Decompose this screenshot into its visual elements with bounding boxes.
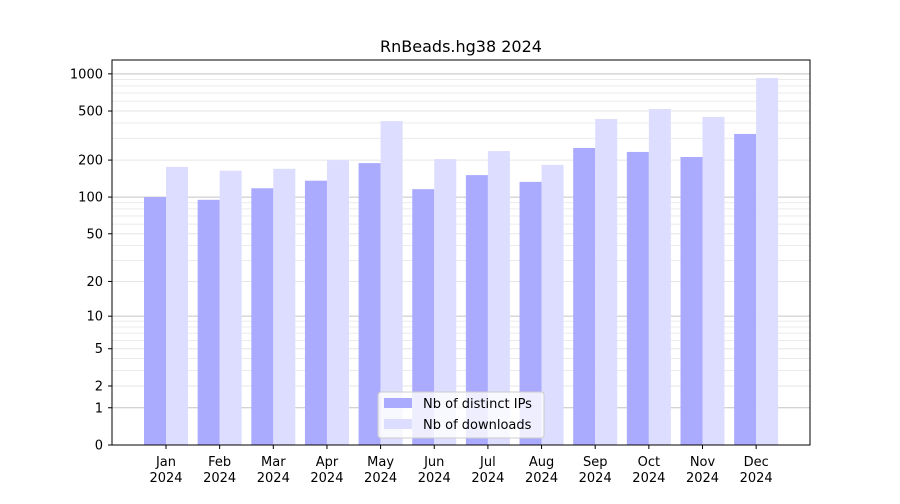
bar-downloads bbox=[648, 109, 671, 445]
y-tick-label: 1000 bbox=[70, 67, 103, 82]
x-axis: Jan 2024 Feb 2024 Mar 2024 Apr 2024 May 2024 Jun 20… bbox=[149, 445, 773, 486]
bar-downloads bbox=[166, 166, 188, 445]
x-tick-label: Apr 2024 bbox=[310, 455, 343, 486]
legend-label-ips: Nb of distinct IPs bbox=[423, 397, 532, 412]
x-tick-label: Nov 2024 bbox=[686, 455, 719, 486]
x-tick-label: Mar 2024 bbox=[257, 455, 290, 486]
plot-frame bbox=[111, 59, 811, 446]
bar-downloads bbox=[702, 116, 725, 446]
chart-title: RnBeads.hg38 2024 bbox=[380, 37, 542, 56]
y-tick-label: 10 bbox=[86, 310, 103, 325]
bars bbox=[144, 78, 779, 446]
x-tick-label: Aug 2024 bbox=[525, 455, 558, 486]
y-tick-label: 2 bbox=[95, 379, 103, 394]
legend-swatch-ips bbox=[384, 398, 412, 408]
y-tick-label: 20 bbox=[86, 275, 103, 290]
x-tick-label: Jun 2024 bbox=[418, 455, 451, 486]
bar-distinct-ips bbox=[626, 151, 649, 446]
bar-distinct-ips bbox=[358, 163, 381, 446]
bar-downloads bbox=[434, 159, 457, 445]
bar-distinct-ips bbox=[573, 147, 596, 445]
bar-distinct-ips bbox=[251, 188, 274, 446]
y-tick-label: 50 bbox=[86, 227, 103, 242]
x-tick-label: Oct 2024 bbox=[632, 455, 665, 486]
bar-distinct-ips bbox=[197, 199, 220, 445]
bar-downloads bbox=[756, 78, 779, 446]
bar-downloads bbox=[541, 164, 564, 445]
x-tick-label: May 2024 bbox=[364, 455, 397, 486]
bar-downloads bbox=[595, 118, 618, 445]
bar-downloads bbox=[326, 160, 349, 445]
x-tick-label: Jul 2024 bbox=[471, 455, 504, 486]
bar-distinct-ips bbox=[304, 180, 327, 445]
bar-downloads bbox=[273, 168, 296, 445]
y-tick-label: 200 bbox=[78, 154, 103, 169]
legend: Nb of distinct IPs Nb of downloads bbox=[377, 391, 545, 439]
y-tick-label: 500 bbox=[78, 105, 103, 120]
legend-box bbox=[377, 391, 545, 439]
bar-downloads bbox=[380, 121, 403, 445]
bar-distinct-ips bbox=[412, 189, 435, 445]
y-axis: 0 1 2 5 10 20 50 100 200 500 1000 bbox=[70, 67, 112, 454]
bar-distinct-ips bbox=[144, 197, 166, 445]
x-tick-label: Dec 2024 bbox=[740, 455, 773, 486]
bar-distinct-ips bbox=[680, 156, 703, 446]
x-tick-label: Jan 2024 bbox=[149, 455, 182, 486]
y-tick-label: 100 bbox=[78, 191, 103, 206]
y-tick-label: 1 bbox=[95, 401, 103, 416]
bar-downloads bbox=[219, 170, 242, 445]
x-tick-label: Feb 2024 bbox=[203, 455, 236, 486]
bar-distinct-ips bbox=[519, 181, 542, 445]
legend-swatch-downloads bbox=[384, 419, 412, 429]
x-tick-label: Sep 2024 bbox=[579, 455, 612, 486]
legend-label-downloads: Nb of downloads bbox=[423, 418, 532, 433]
bar-distinct-ips bbox=[734, 133, 757, 445]
bar-distinct-ips bbox=[465, 175, 488, 445]
bar-downloads bbox=[487, 151, 510, 445]
y-tick-label: 0 bbox=[95, 439, 103, 454]
y-tick-label: 5 bbox=[95, 342, 103, 357]
